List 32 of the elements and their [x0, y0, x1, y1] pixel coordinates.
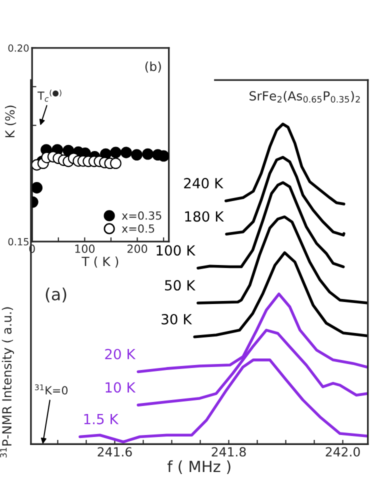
- point: [120, 146, 132, 158]
- annotation: (a): [46, 288, 66, 302]
- series-label: 100 K: [156, 245, 196, 256]
- chart-title: SrFe$_{2}$(As$_{0.65}$P$_{0.35}$)$_{2}$: [250, 90, 360, 103]
- x-axis-title: f ( MHz ): [167, 460, 230, 474]
- series-label: 50 K: [165, 280, 196, 291]
- series-label: 240 K: [184, 178, 224, 188]
- series-label: 30 K: [162, 314, 192, 324]
- series-label: 1.5 K: [84, 414, 119, 424]
- x-tick-label: 200: [127, 244, 148, 253]
- y-axis-title: K (%): [4, 106, 16, 138]
- point: [32, 182, 43, 194]
- annotation: (b): [145, 61, 161, 73]
- y-axis-title: $^{31}$P-NMR Intensity ( a.u.): [0, 307, 14, 458]
- x-axis-title: T ( K ): [82, 256, 118, 268]
- x-tick-label: 100: [75, 244, 95, 253]
- point: [131, 149, 142, 161]
- x-tick-label: 241.6: [98, 447, 132, 457]
- x-tick-label: 241.8: [212, 447, 246, 457]
- series-label: 180 K: [185, 211, 224, 222]
- point: [110, 158, 122, 170]
- series-label: 20 K: [105, 348, 136, 360]
- y-tick-label: 0.20: [8, 44, 29, 52]
- point: [110, 146, 122, 158]
- annotation: T$_{c}$$^{(●)}$: [38, 90, 62, 102]
- x-tick-label: 242.0: [326, 447, 360, 457]
- y-tick-label: 0.15: [8, 238, 28, 246]
- legend-label: x=0.35: [122, 211, 162, 220]
- legend-label: x=0.5: [122, 224, 154, 233]
- point: [142, 148, 154, 160]
- series-label: 10 K: [106, 382, 136, 393]
- annotation: $^{31}$K=0: [35, 384, 68, 395]
